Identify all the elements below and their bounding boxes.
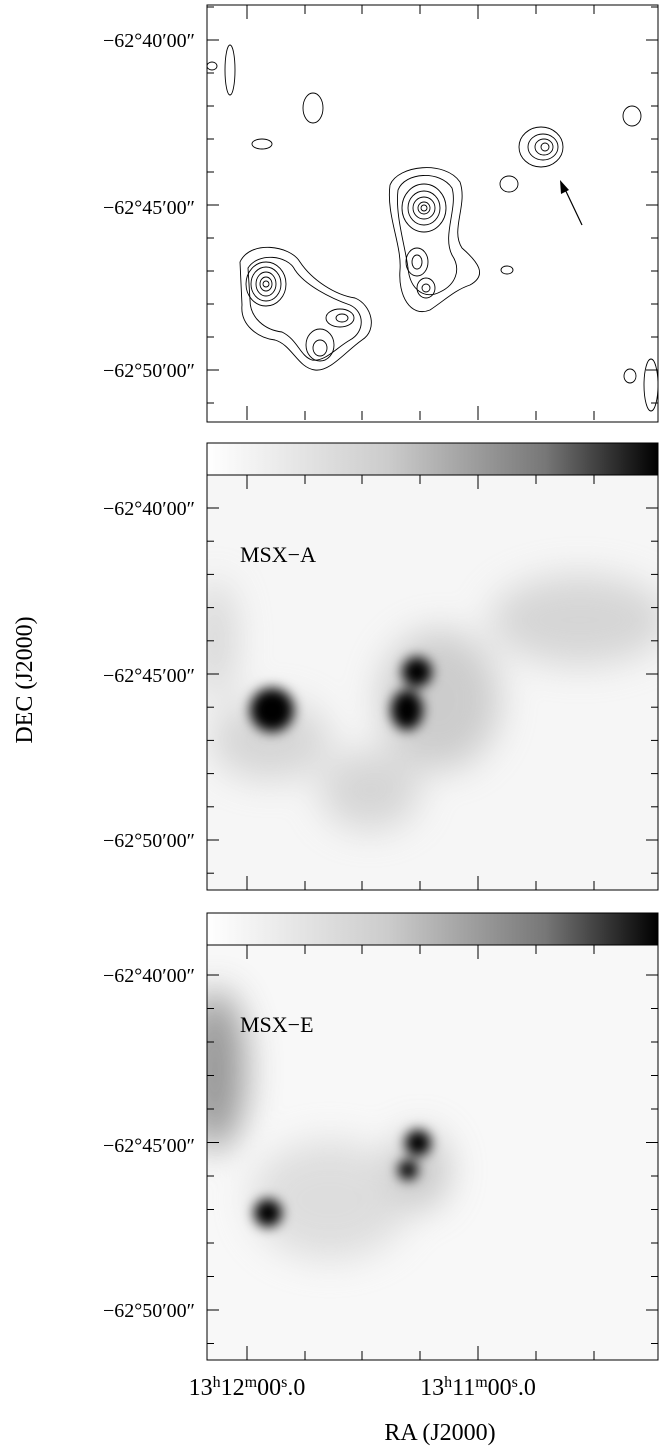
- x-tick-part: 12: [221, 1375, 245, 1401]
- x-tick-unit: m: [245, 1374, 258, 1391]
- y-tick-label: −62°45′00″: [103, 197, 195, 219]
- x-tick-part: 11: [452, 1375, 475, 1401]
- y-tick-label: −62°40′00″: [103, 965, 195, 987]
- y-axis-label: DEC (J2000): [12, 616, 38, 743]
- panel-frame: [206, 4, 659, 423]
- colorbar: [206, 912, 659, 946]
- x-tick-unit: s: [512, 1374, 518, 1391]
- x-axis-label: RA (J2000): [384, 1420, 495, 1446]
- y-tick-label: −62°40′00″: [103, 498, 195, 520]
- y-tick-label: −62°50′00″: [103, 830, 195, 852]
- y-tick-label: −62°40′00″: [103, 30, 195, 52]
- colorbar: [206, 442, 659, 476]
- x-tick-part: 00: [488, 1375, 512, 1401]
- x-tick-part: 00: [257, 1375, 281, 1401]
- contour-map: [207, 44, 658, 412]
- x-tick-part: 13: [420, 1375, 444, 1401]
- panel-frame: [206, 944, 659, 1361]
- panel-label: MSX−E: [240, 1012, 314, 1037]
- y-tick-label: −62°45′00″: [103, 665, 195, 687]
- x-tick-label: 13h11m00s.0: [420, 1374, 536, 1402]
- image-msx-a: MSX−A: [207, 475, 658, 890]
- x-tick-label: 13h12m00s.0: [189, 1374, 306, 1402]
- image-msx-e: MSX−E: [207, 945, 658, 1360]
- x-tick-part: 13: [189, 1375, 213, 1401]
- panel-frame: [206, 474, 659, 891]
- y-tick-label: −62°50′00″: [103, 360, 195, 382]
- x-tick-part: .0: [518, 1375, 536, 1401]
- x-tick-unit: s: [281, 1374, 287, 1391]
- x-tick-part: .0: [287, 1375, 305, 1401]
- panel-label: MSX−A: [240, 542, 316, 567]
- x-tick-unit: h: [213, 1374, 221, 1391]
- x-tick-unit: m: [475, 1374, 488, 1391]
- y-tick-label: −62°50′00″: [103, 1300, 195, 1322]
- y-tick-label: −62°45′00″: [103, 1135, 195, 1157]
- x-tick-unit: h: [444, 1374, 452, 1391]
